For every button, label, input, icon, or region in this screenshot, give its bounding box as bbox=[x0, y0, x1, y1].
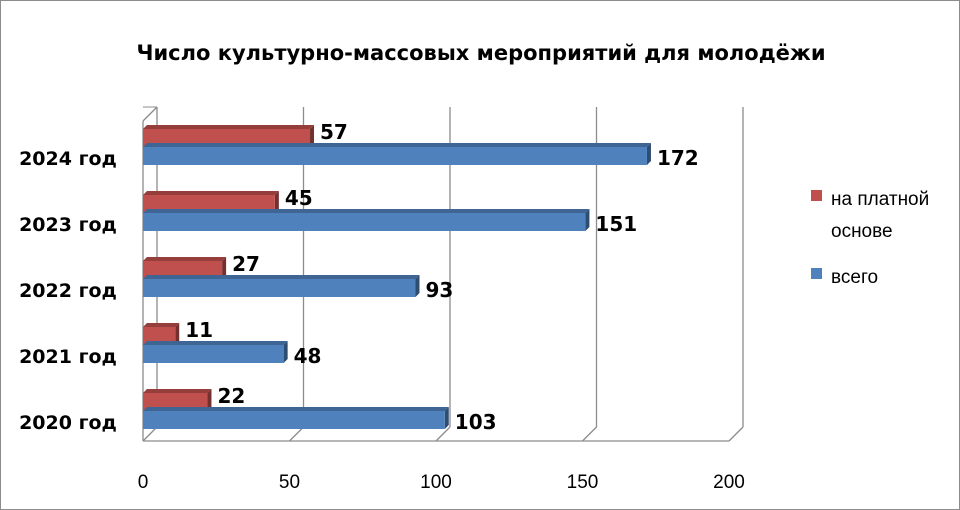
value-label-total: 172 bbox=[657, 146, 699, 170]
floor-gridline bbox=[435, 426, 451, 442]
bar-top-total bbox=[143, 143, 651, 147]
bar-end-total bbox=[585, 209, 590, 231]
x-tick-label: 100 bbox=[420, 472, 452, 493]
legend-swatch-paid bbox=[811, 190, 822, 201]
category-label: 2024 год bbox=[19, 148, 117, 170]
category-label: 2023 год bbox=[19, 214, 117, 236]
bar-total bbox=[143, 345, 284, 363]
bar-paid bbox=[143, 195, 275, 213]
legend-label-paid-line2: основе bbox=[831, 221, 893, 242]
bar-top-total bbox=[143, 275, 420, 279]
bar-top-paid bbox=[143, 125, 315, 129]
value-label-total: 103 bbox=[455, 410, 497, 434]
bar-end-total bbox=[283, 341, 288, 363]
value-label-paid: 11 bbox=[185, 318, 213, 342]
bar-end-total bbox=[646, 143, 651, 165]
floor-gridline bbox=[582, 426, 597, 442]
value-label-paid: 45 bbox=[285, 186, 313, 210]
floor-gridline bbox=[142, 426, 158, 442]
bar-top-paid bbox=[143, 191, 279, 195]
legend-swatch-total bbox=[811, 268, 822, 279]
chart-title: Число культурно-массовых мероприятий для… bbox=[136, 41, 826, 65]
value-label-paid: 57 bbox=[320, 120, 348, 144]
bar-top-paid bbox=[143, 257, 227, 261]
bar-paid bbox=[143, 129, 311, 147]
bar-total bbox=[143, 147, 647, 165]
bar-end-paid bbox=[274, 191, 279, 213]
x-tick-label: 50 bbox=[279, 472, 300, 493]
legend-label-paid-line1: на платной bbox=[831, 189, 930, 210]
bar-top-paid bbox=[143, 389, 212, 393]
floor-gridline bbox=[289, 426, 304, 442]
bar-end-paid bbox=[222, 257, 227, 279]
bar-end-paid bbox=[175, 323, 180, 345]
axis-wall-top bbox=[142, 106, 158, 122]
bar-end-total bbox=[415, 275, 420, 297]
x-tick-label: 200 bbox=[713, 472, 745, 493]
value-label-total: 93 bbox=[425, 278, 453, 302]
bar-end-paid bbox=[310, 125, 315, 147]
category-label: 2020 год bbox=[19, 412, 117, 434]
bar-total bbox=[143, 279, 416, 297]
bar-total bbox=[143, 213, 586, 231]
bar-paid bbox=[143, 261, 223, 279]
legend-label-total: всего bbox=[831, 267, 879, 288]
bar-end-total bbox=[444, 407, 449, 429]
value-label-total: 151 bbox=[595, 212, 637, 236]
value-label-paid: 27 bbox=[232, 252, 260, 276]
bar-top-total bbox=[143, 209, 590, 213]
bar-top-total bbox=[143, 341, 288, 345]
bar-top-total bbox=[143, 407, 449, 411]
bar-total bbox=[143, 411, 445, 429]
x-tick-label: 0 bbox=[138, 472, 149, 493]
bar-paid bbox=[143, 327, 176, 345]
value-label-paid: 22 bbox=[217, 384, 245, 408]
category-label: 2021 год bbox=[19, 346, 117, 368]
bar-top-paid bbox=[143, 323, 180, 327]
value-label-total: 48 bbox=[294, 344, 322, 368]
category-label: 2022 год bbox=[19, 280, 117, 302]
bar-paid bbox=[143, 393, 208, 411]
floor-gridline bbox=[728, 426, 744, 442]
x-tick-label: 150 bbox=[567, 472, 599, 493]
bar-end-paid bbox=[207, 389, 212, 411]
